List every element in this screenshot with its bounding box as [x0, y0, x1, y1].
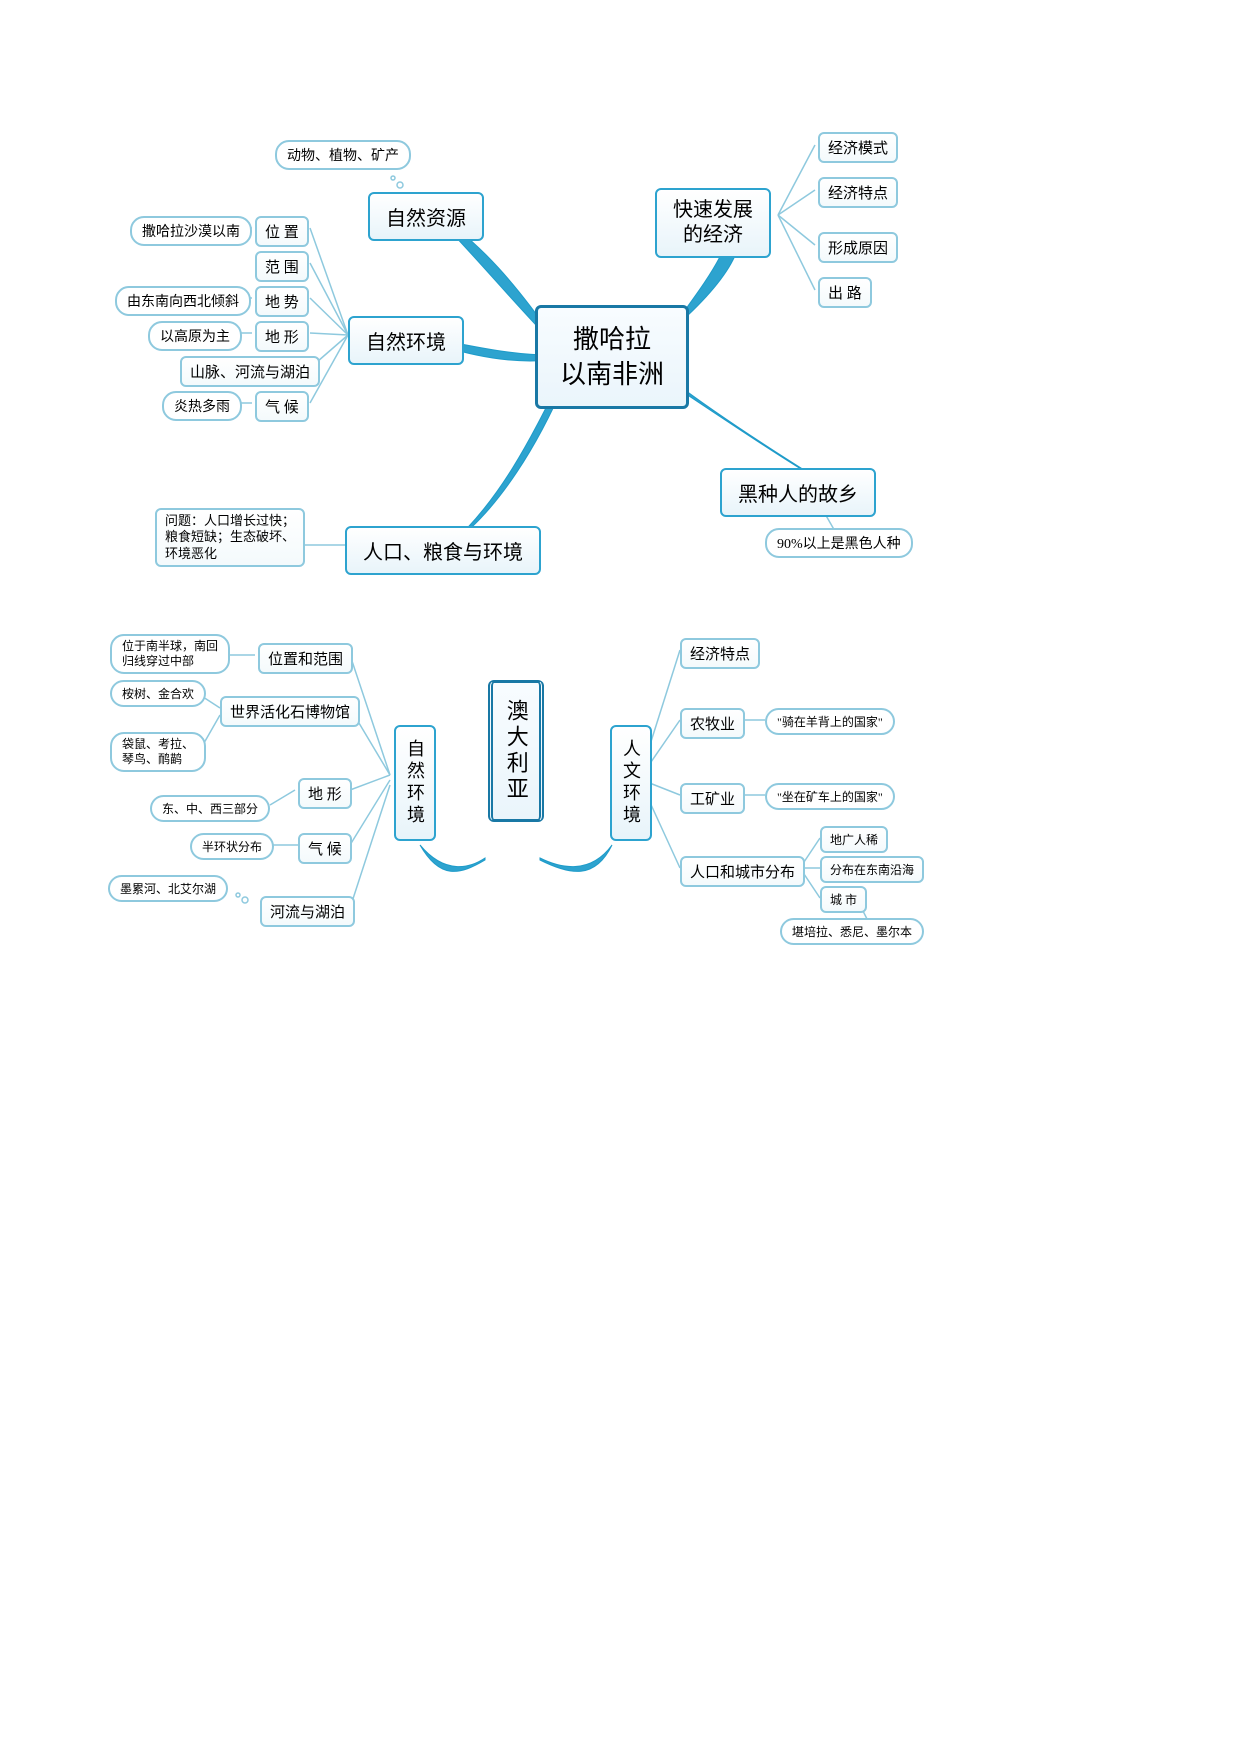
branch-human-au: 人文环境 [610, 725, 652, 841]
env-child-0: 位 置 [255, 216, 309, 247]
au-hum-2: 工矿业 [680, 783, 745, 814]
au-hum-3-sub2: 城 市 [820, 886, 867, 913]
au-hum-1-note: "骑在羊背上的国家" [765, 708, 895, 735]
au-hum-3-sub0: 地广人稀 [820, 826, 888, 853]
au-env-1-note2: 袋鼠、考拉、 琴鸟、鸸鹋 [110, 732, 206, 772]
econ-child-3: 出 路 [818, 277, 872, 308]
econ-child-2: 形成原因 [818, 232, 898, 263]
branch-env-au: 自然环境 [394, 725, 436, 841]
au-hum-3: 人口和城市分布 [680, 856, 805, 887]
mindmap-australia: 澳大利亚 自然环境 人文环境 位置和范围 位于南半球，南回 归线穿过中部 世界活… [100, 600, 930, 970]
env-child-4: 山脉、河流与湖泊 [180, 356, 320, 387]
au-hum-1: 农牧业 [680, 708, 745, 739]
au-hum-3-cities: 堪培拉、悉尼、墨尔本 [780, 918, 924, 945]
env-note-2: 由东南向西北倾斜 [115, 286, 251, 316]
econ-child-1: 经济特点 [818, 177, 898, 208]
branch-population: 人口、粮食与环境 [345, 526, 541, 575]
env-child-1: 范 围 [255, 251, 309, 282]
au-hum-2-note: "坐在矿车上的国家" [765, 783, 895, 810]
au-env-4-note: 墨累河、北艾尔湖 [108, 875, 228, 902]
branch-economy: 快速发展 的经济 [655, 188, 771, 258]
env-note-3: 以高原为主 [148, 321, 242, 351]
note-population: 问题：人口增长过快； 粮食短缺；生态破坏、 环境恶化 [155, 508, 305, 567]
au-hum-3-sub1: 分布在东南沿海 [820, 856, 924, 883]
branch-environment: 自然环境 [348, 316, 464, 365]
au-env-0-note: 位于南半球，南回 归线穿过中部 [110, 634, 230, 674]
env-child-2: 地 势 [255, 286, 309, 317]
au-env-4: 河流与湖泊 [260, 896, 355, 927]
env-child-3: 地 形 [255, 321, 309, 352]
au-env-0: 位置和范围 [258, 643, 353, 674]
au-env-1: 世界活化石博物馆 [220, 696, 360, 727]
root-australia: 澳大利亚 [488, 680, 544, 822]
branch-hometown: 黑种人的故乡 [720, 468, 876, 517]
au-env-3-note: 半环状分布 [190, 833, 274, 860]
au-env-3: 气 候 [298, 833, 352, 864]
env-child-5: 气 候 [255, 391, 309, 422]
env-note-0: 撒哈拉沙漠以南 [130, 216, 252, 246]
env-note-5: 炎热多雨 [162, 391, 242, 421]
au-env-1-note: 桉树、金合欢 [110, 680, 206, 707]
au-hum-0: 经济特点 [680, 638, 760, 669]
econ-child-0: 经济模式 [818, 132, 898, 163]
note-resources: 动物、植物、矿产 [275, 140, 411, 170]
note-hometown: 90%以上是黑色人种 [765, 528, 913, 558]
root-sahara: 撒哈拉 以南非洲 [535, 305, 689, 409]
branch-resources: 自然资源 [368, 192, 484, 241]
au-env-2-note: 东、中、西三部分 [150, 795, 270, 822]
au-env-2: 地 形 [298, 778, 352, 809]
mindmap-sahara: 撒哈拉 以南非洲 自然资源 动物、植物、矿产 自然环境 位 置 撒哈拉沙漠以南 … [100, 110, 930, 570]
